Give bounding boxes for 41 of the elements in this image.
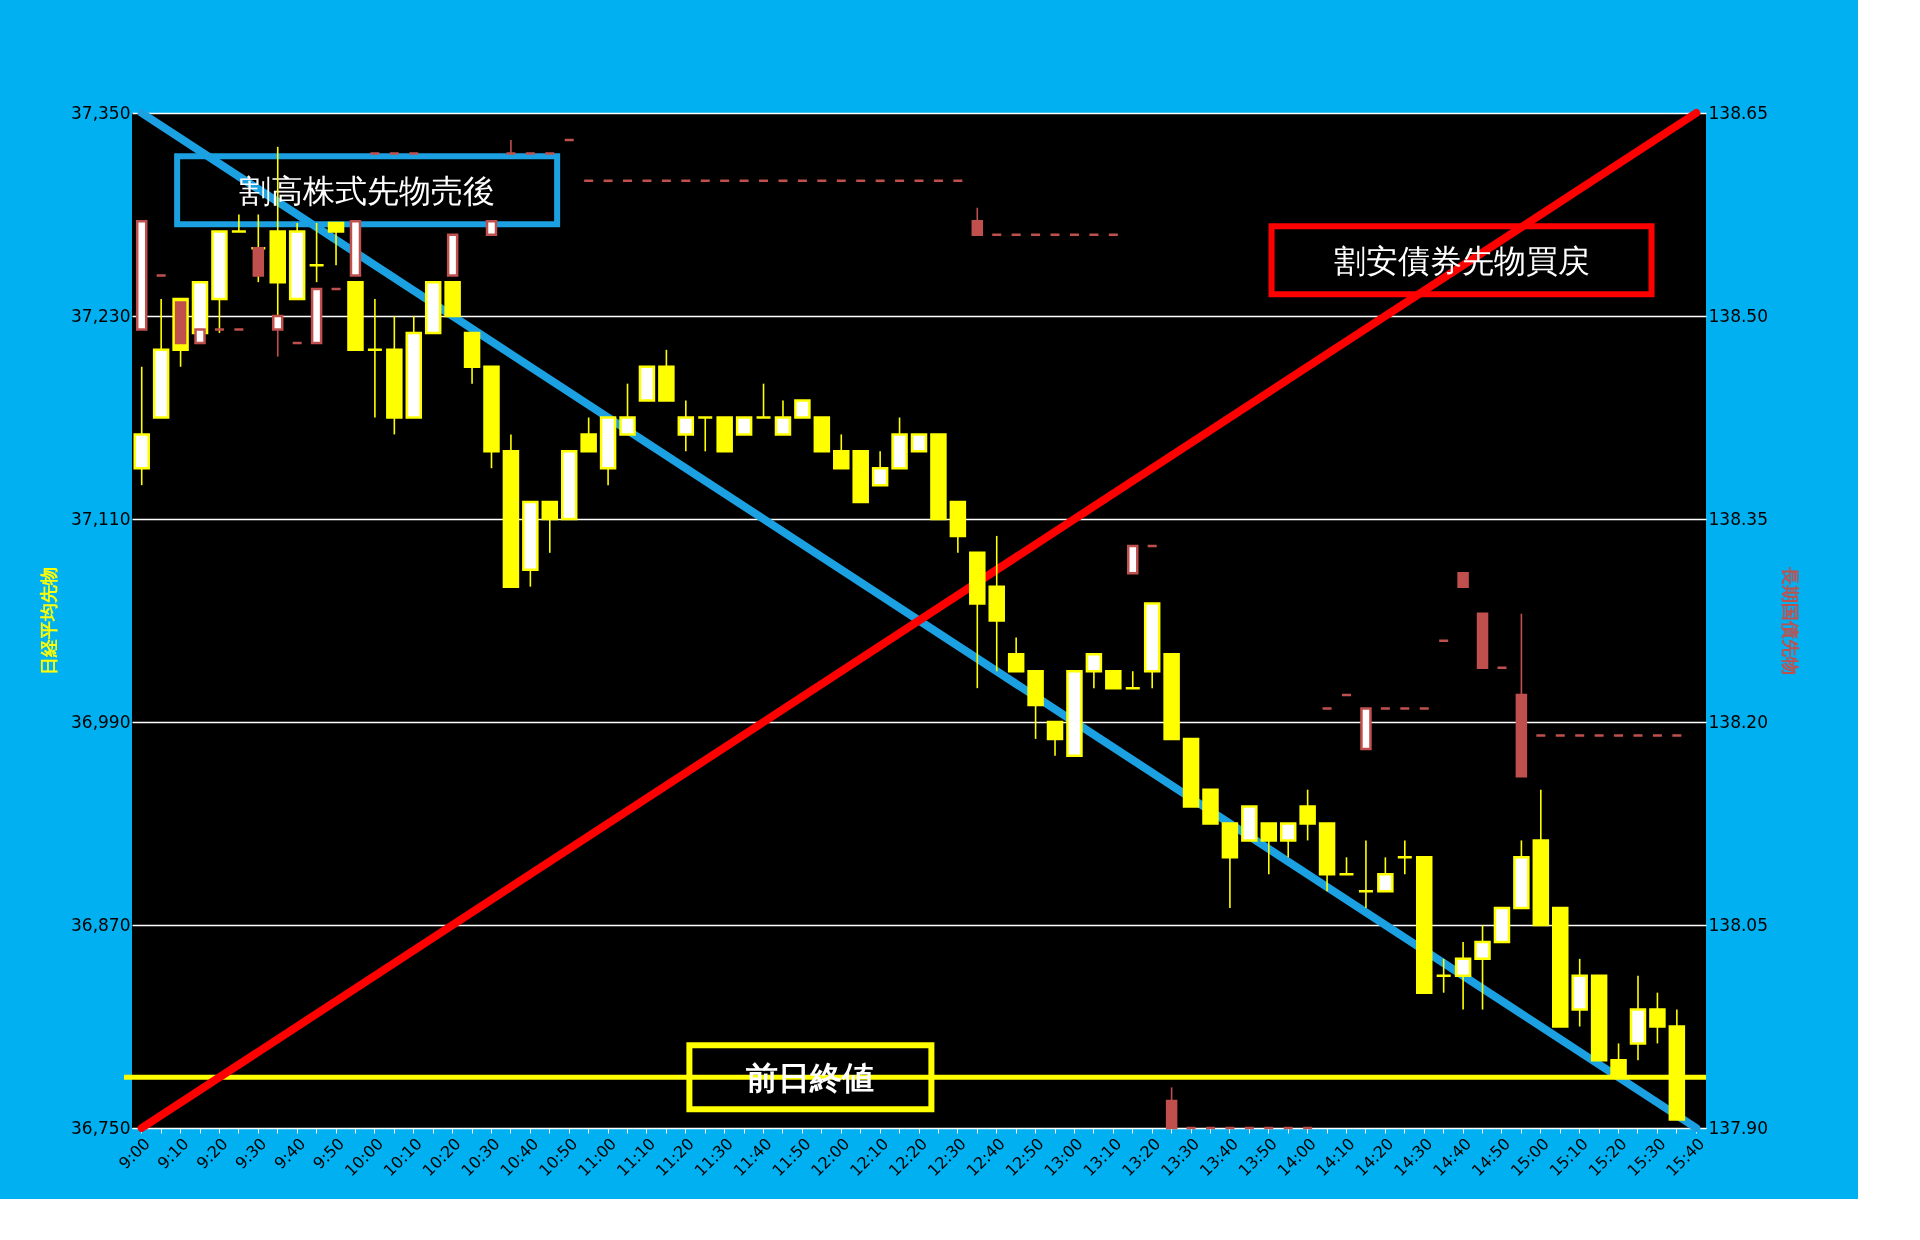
- candlestick: [833, 433, 850, 470]
- candlestick: [1649, 991, 1666, 1045]
- candlestick: [1007, 636, 1025, 673]
- y2-tick-label: 138.50: [1708, 305, 1768, 326]
- candlestick: [677, 399, 695, 453]
- candlestick: [308, 222, 325, 283]
- y-tick-label: 37,350: [71, 102, 131, 123]
- candlestick: [1124, 670, 1141, 690]
- y2-tick-label: 138.05: [1708, 914, 1768, 935]
- y-tick-label: 36,870: [71, 914, 131, 935]
- candlestick: [1377, 856, 1394, 893]
- y-tick-label: 37,230: [71, 305, 131, 326]
- candlestick: [1435, 958, 1452, 994]
- candlestick: [541, 500, 559, 554]
- y-tick-label: 36,750: [71, 1117, 131, 1138]
- candlestick: [697, 416, 714, 453]
- candlestick: [1299, 788, 1316, 842]
- candlestick: [971, 206, 984, 237]
- candlestick: [1279, 822, 1297, 859]
- candlestick: [1454, 941, 1472, 1011]
- candlestick: [619, 382, 636, 436]
- y2-tick-label: 138.35: [1708, 508, 1768, 529]
- candlestick: [580, 416, 597, 453]
- candlestick: [774, 399, 792, 436]
- candlestick: [755, 382, 772, 419]
- y2-axis-title: 長期国債先物: [1779, 566, 1801, 675]
- y2-tick-label: 137.90: [1708, 1117, 1768, 1138]
- candlestick: [230, 213, 248, 233]
- candlestick: [1357, 839, 1375, 909]
- candlestick: [1396, 839, 1414, 876]
- y2-tick-label: 138.20: [1708, 711, 1768, 732]
- y-tick-label: 37,110: [71, 508, 131, 529]
- candlestick: [1046, 720, 1064, 757]
- y-axis-title: 日経平均先物: [38, 567, 60, 675]
- candlestick: [366, 298, 384, 419]
- y-tick-label: 36,990: [71, 711, 131, 732]
- y2-tick-label: 138.65: [1708, 102, 1768, 123]
- candlestick: [871, 450, 889, 487]
- candlestick: [327, 221, 345, 267]
- candlestick: [1085, 653, 1103, 689]
- candlestick: [1260, 822, 1278, 876]
